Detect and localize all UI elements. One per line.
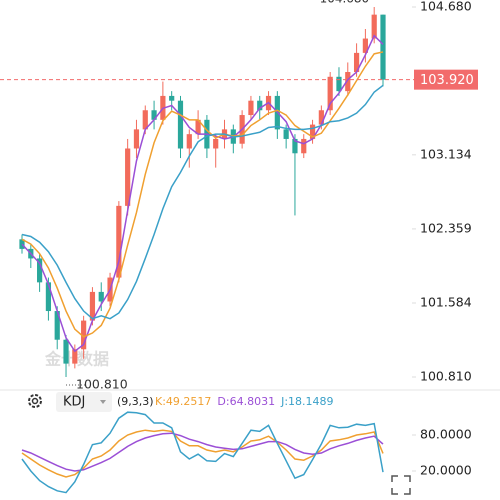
candle-body bbox=[89, 291, 96, 321]
candle-body bbox=[248, 100, 254, 116]
candle-body bbox=[283, 129, 289, 139]
candle-body bbox=[45, 282, 52, 312]
candle-body bbox=[133, 129, 140, 149]
indicator-name: KDJ bbox=[63, 395, 85, 410]
y-tick-label: 101.584 bbox=[420, 295, 472, 310]
candle-body bbox=[125, 148, 131, 206]
ma-line bbox=[21, 84, 384, 320]
candle-body bbox=[37, 258, 43, 283]
candle-body bbox=[142, 110, 148, 130]
y-tick-label: 104.680 bbox=[420, 0, 472, 14]
y-tick-label: 80.0000 bbox=[420, 427, 472, 442]
candle-body bbox=[362, 38, 368, 53]
current-price-label: 103.920 bbox=[420, 73, 474, 88]
candle-body bbox=[371, 14, 377, 39]
kdj-legend: K:49.2517 bbox=[155, 395, 211, 408]
candle-body bbox=[257, 100, 263, 111]
candle-body bbox=[327, 76, 333, 111]
candle-body bbox=[151, 110, 157, 120]
candle-body bbox=[169, 95, 175, 101]
current-price-box bbox=[414, 69, 478, 90]
low-annotation: 100.810 bbox=[76, 377, 128, 392]
y-tick-label: 103.134 bbox=[420, 146, 472, 161]
kdj-line bbox=[21, 432, 384, 472]
kdj-legend: J:18.1489 bbox=[280, 395, 333, 408]
high-annotation: 104.680 bbox=[320, 0, 370, 6]
kdj-legend: D:64.8031 bbox=[217, 395, 275, 408]
kdj-line bbox=[21, 429, 384, 478]
kdj-line bbox=[21, 411, 384, 494]
candle-body bbox=[98, 291, 104, 302]
candle-body bbox=[318, 110, 324, 125]
candle-body bbox=[72, 349, 78, 364]
candle-body bbox=[345, 72, 351, 92]
candle-body bbox=[336, 76, 342, 92]
candle-body bbox=[292, 138, 298, 154]
indicator-params: (9,3,3) bbox=[117, 395, 154, 408]
settings-icon[interactable] bbox=[28, 394, 42, 408]
dropdown-arrow bbox=[100, 400, 106, 404]
y-tick-label: 20.0000 bbox=[420, 463, 472, 478]
price-panel: 金十数据 bbox=[19, 7, 386, 377]
candle-body bbox=[195, 119, 201, 135]
candle-body bbox=[54, 311, 60, 340]
ma-line bbox=[21, 34, 384, 353]
y-tick-label: 102.359 bbox=[420, 220, 472, 235]
candle-body bbox=[116, 205, 122, 278]
candle-body bbox=[81, 320, 87, 350]
candle-body bbox=[353, 52, 360, 73]
ma-line bbox=[21, 51, 384, 338]
axis: 104.680 103.134 102.359 101.584 100.810 80.00… bbox=[412, 0, 472, 478]
candle-body bbox=[177, 100, 184, 149]
kdj-panel bbox=[21, 411, 384, 494]
candle-body bbox=[63, 339, 69, 364]
indicator-select[interactable] bbox=[56, 392, 112, 412]
candle-body bbox=[309, 124, 316, 139]
candle-body bbox=[213, 138, 219, 149]
candle-body bbox=[380, 14, 386, 80]
candle-body bbox=[301, 138, 307, 154]
y-tick-label: 100.810 bbox=[420, 369, 472, 384]
candle-body bbox=[186, 134, 192, 149]
fullscreen-icon[interactable] bbox=[391, 475, 411, 495]
